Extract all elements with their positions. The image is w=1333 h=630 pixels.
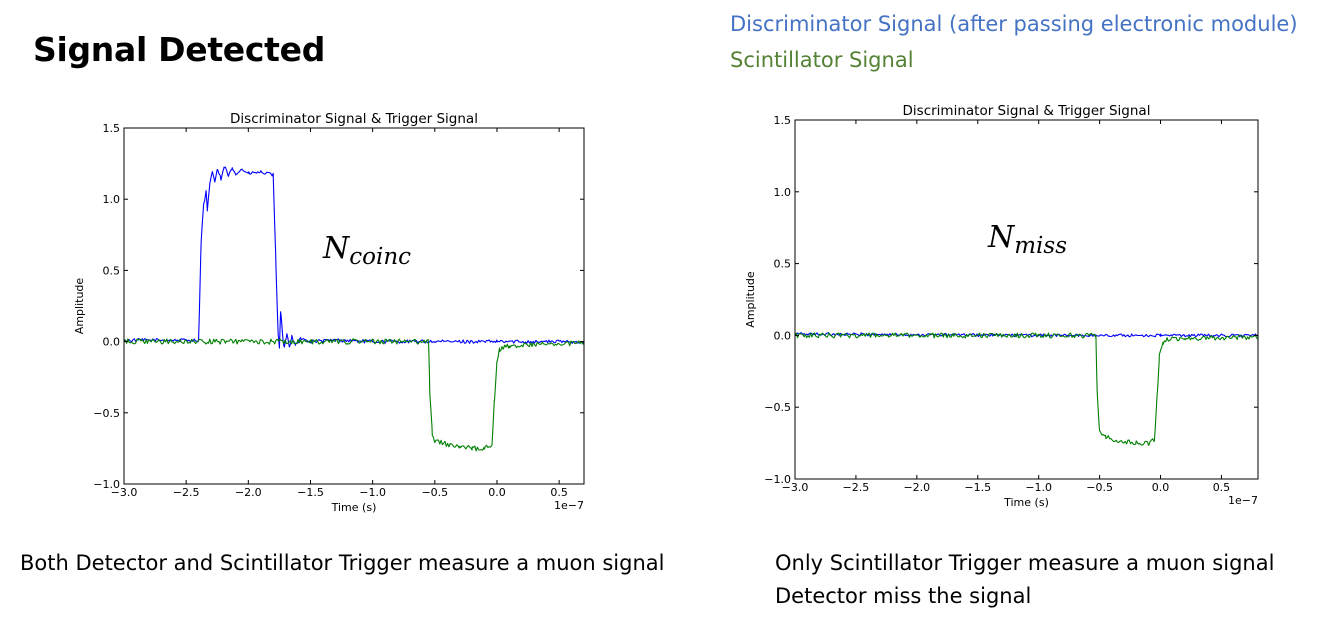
y-tick-label: 1.5: [774, 114, 792, 127]
x-tick-label: 0.0: [1152, 481, 1170, 494]
y-tick-label: 0.0: [103, 336, 121, 349]
x-tick-label: 0.5: [1213, 481, 1231, 494]
legend-scintillator: Scintillator Signal: [730, 48, 914, 72]
x-axis-label: Time (s): [1003, 496, 1049, 509]
y-tick-label: 0.5: [103, 264, 121, 277]
caption-detector-miss: Detector miss the signal: [775, 584, 1032, 608]
y-axis-label: Amplitude: [744, 271, 757, 328]
x-offset-label: 1e−7: [1228, 494, 1258, 507]
y-tick-label: −1.0: [764, 473, 791, 486]
x-tick-label: −1.0: [359, 486, 386, 499]
series-scintillator: [123, 338, 585, 452]
x-tick-label: 0.5: [550, 486, 568, 499]
x-tick-label: −3.0: [782, 481, 809, 494]
x-tick-label: 0.0: [488, 486, 506, 499]
series-discriminator: [794, 332, 1259, 338]
y-tick-label: 1.0: [774, 186, 792, 199]
chart-title: Discriminator Signal & Trigger Signal: [230, 111, 478, 127]
series-scintillator: [794, 332, 1259, 446]
x-tick-label: −0.5: [1086, 481, 1113, 494]
x-tick-label: −3.0: [111, 486, 138, 499]
caption-scintillator-only: Only Scintillator Trigger measure a muon…: [775, 551, 1275, 575]
x-tick-label: −0.5: [421, 486, 448, 499]
y-tick-label: 0.0: [774, 329, 792, 342]
x-tick-label: −1.5: [964, 481, 991, 494]
y-tick-label: 0.5: [774, 258, 792, 271]
y-tick-label: 1.5: [103, 122, 121, 135]
x-tick-label: −1.5: [297, 486, 324, 499]
x-tick-label: −1.0: [1025, 481, 1052, 494]
chart-title: Discriminator Signal & Trigger Signal: [903, 103, 1151, 119]
x-offset-label: 1e−7: [554, 499, 584, 512]
x-tick-label: −2.0: [235, 486, 262, 499]
x-tick-label: −2.5: [843, 481, 870, 494]
x-tick-label: −2.5: [173, 486, 200, 499]
y-tick-label: −0.5: [764, 401, 791, 414]
legend-discriminator: Discriminator Signal (after passing elec…: [730, 12, 1298, 36]
axes-frame: [794, 119, 1259, 480]
y-tick-label: 1.0: [103, 193, 121, 206]
annotation-miss: Nmiss: [987, 220, 1067, 259]
x-tick-label: −2.0: [903, 481, 930, 494]
x-axis-label: Time (s): [331, 501, 377, 514]
y-tick-label: −1.0: [93, 478, 120, 491]
y-axis-label: Amplitude: [73, 278, 86, 335]
slide-title: Signal Detected: [33, 30, 326, 69]
annotation-coinc: Ncoinc: [322, 231, 411, 270]
caption-both-detect: Both Detector and Scintillator Trigger m…: [20, 551, 665, 575]
y-tick-label: −0.5: [93, 407, 120, 420]
axes-frame: [123, 127, 585, 485]
